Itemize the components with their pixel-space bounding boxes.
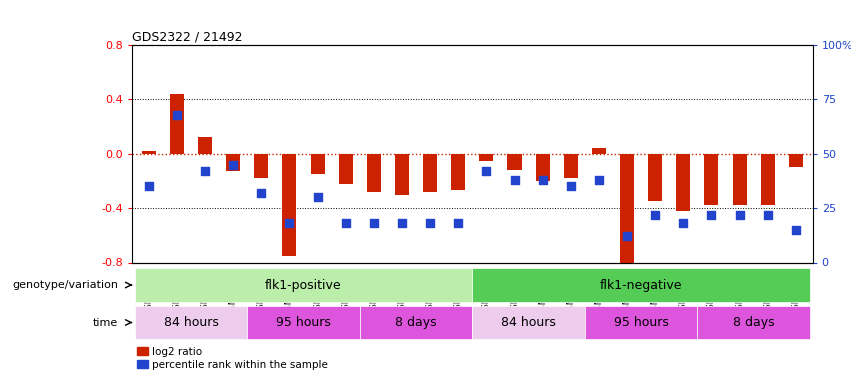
Point [536, 177, 550, 183]
Bar [705, 154, 718, 206]
Bar [170, 94, 184, 154]
Point [367, 220, 380, 226]
Point [789, 227, 802, 233]
Text: flk1-positive: flk1-positive [266, 279, 342, 291]
Point [226, 162, 240, 168]
Bar [677, 154, 690, 211]
Point [423, 220, 437, 226]
Text: 8 days: 8 days [733, 316, 774, 329]
Bar [311, 154, 324, 174]
Text: 84 hours: 84 hours [501, 316, 556, 329]
Bar [563, 154, 578, 178]
Bar [472, 268, 810, 302]
Bar [134, 268, 472, 302]
Point [564, 183, 578, 189]
Point [733, 211, 746, 217]
Text: GDS2322 / 21492: GDS2322 / 21492 [132, 31, 243, 44]
Bar [451, 154, 465, 190]
Bar [198, 137, 212, 154]
Text: flk1-negative: flk1-negative [600, 279, 683, 291]
Point [648, 211, 662, 217]
Text: 8 days: 8 days [395, 316, 437, 329]
Point [170, 112, 184, 118]
Bar [339, 154, 353, 184]
Point [761, 211, 774, 217]
Bar [283, 154, 296, 256]
Bar [535, 154, 550, 181]
Bar [134, 306, 248, 339]
Bar [733, 154, 746, 206]
Point [480, 168, 494, 174]
Point [677, 220, 690, 226]
Point [311, 194, 324, 200]
Point [339, 220, 352, 226]
Point [283, 220, 296, 226]
Bar [367, 154, 381, 192]
Bar [697, 306, 810, 339]
Bar [507, 154, 522, 170]
Point [198, 168, 212, 174]
Bar [620, 154, 634, 269]
Bar [142, 151, 156, 154]
Point [142, 183, 156, 189]
Bar [360, 306, 472, 339]
Point [592, 177, 606, 183]
Text: 84 hours: 84 hours [163, 316, 219, 329]
Bar [591, 148, 606, 154]
Bar [761, 154, 774, 206]
Bar [395, 154, 409, 195]
Text: genotype/variation: genotype/variation [12, 280, 118, 290]
Text: time: time [93, 318, 118, 327]
Point [451, 220, 465, 226]
Text: 95 hours: 95 hours [276, 316, 331, 329]
Bar [248, 306, 360, 339]
Legend: log2 ratio, percentile rank within the sample: log2 ratio, percentile rank within the s… [137, 346, 328, 370]
Text: 95 hours: 95 hours [614, 316, 669, 329]
Bar [472, 306, 585, 339]
Point [620, 233, 634, 239]
Point [395, 220, 408, 226]
Point [508, 177, 522, 183]
Point [705, 211, 718, 217]
Bar [585, 306, 697, 339]
Bar [254, 154, 268, 178]
Bar [648, 154, 662, 201]
Bar [226, 154, 240, 171]
Bar [423, 154, 437, 192]
Bar [789, 154, 802, 167]
Bar [479, 154, 494, 160]
Point [254, 190, 268, 196]
